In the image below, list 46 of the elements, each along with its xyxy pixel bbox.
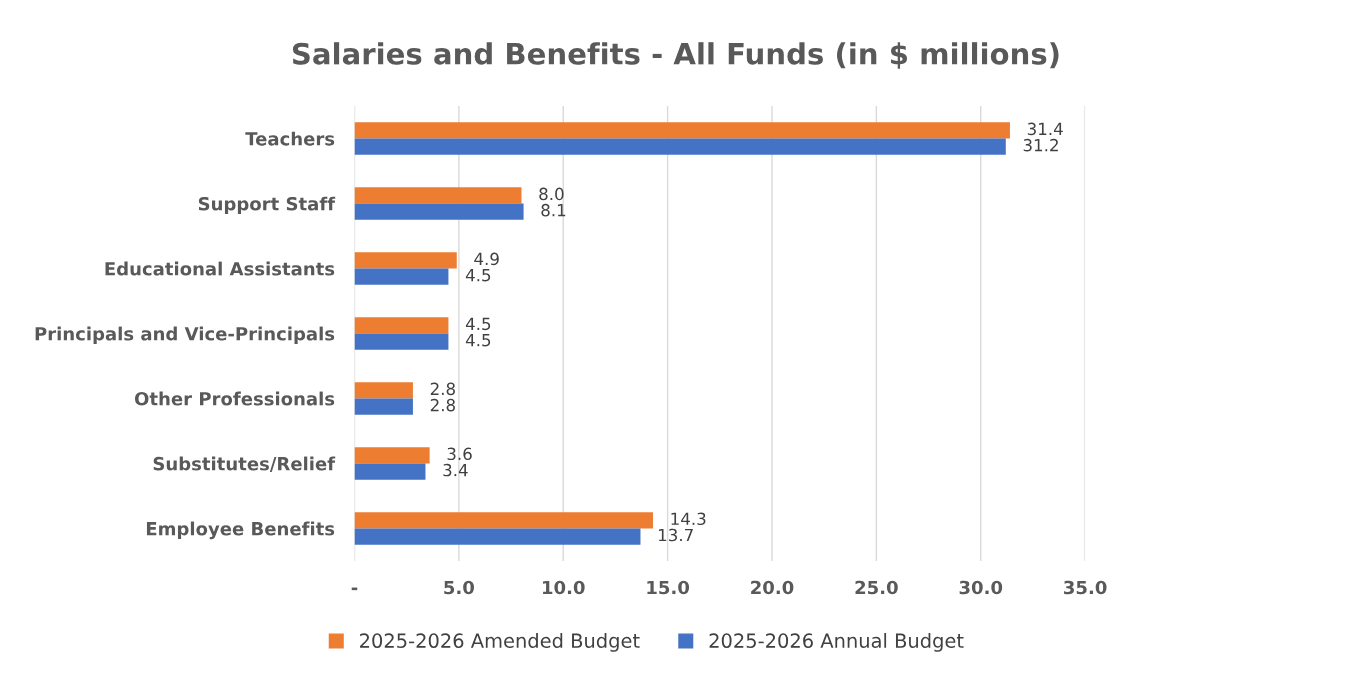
data-label: 4.5 [465, 317, 491, 331]
bar [354, 252, 457, 269]
bar [354, 122, 1010, 139]
x-tick-label: 35.0 [1064, 580, 1107, 595]
chart-title: Salaries and Benefits - All Funds (in $ millions) [292, 42, 1059, 69]
y-tick-label: Support Staff [198, 196, 336, 215]
y-tick-label: Substitutes/Relief [153, 456, 336, 472]
data-label: 2.8 [430, 398, 455, 412]
data-label: 8.0 [539, 187, 564, 201]
bar [354, 317, 449, 334]
x-tick-label: 30.0 [959, 580, 1003, 595]
legend-label: 2025-2026 Amended Budget [360, 632, 640, 652]
y-tick-label: Employee Benefits [146, 521, 335, 540]
x-tick-label: 20.0 [751, 580, 794, 595]
data-label: 14.3 [671, 512, 706, 526]
y-tick-label: Principals and Vice-Principals [35, 326, 335, 345]
bar [354, 512, 653, 529]
bar [354, 268, 449, 285]
data-label: 4.9 [474, 252, 499, 266]
y-tick-label: Other Professionals [134, 391, 335, 406]
bar [354, 528, 641, 545]
data-label: 3.6 [447, 447, 472, 461]
bar [354, 187, 522, 204]
data-label: 4.5 [465, 334, 491, 347]
bar [354, 382, 413, 399]
bar [354, 447, 430, 464]
bar [354, 138, 1006, 155]
x-tick-label: 5.0 [444, 580, 474, 595]
legend-label: 2025-2026 Annual Budget [709, 632, 964, 652]
data-label: 13.7 [658, 528, 693, 542]
y-tick-label: Educational Assistants [105, 261, 335, 276]
x-tick-label: 10.0 [543, 580, 585, 595]
x-tick-label: 15.0 [647, 580, 690, 595]
x-tick-label: - [351, 587, 358, 591]
bar [354, 203, 524, 220]
data-label: 4.5 [465, 269, 491, 282]
data-label: 31.2 [1023, 138, 1058, 152]
data-label: 8.1 [541, 203, 566, 217]
x-tick-label: 25.0 [855, 580, 898, 595]
y-tick-label: Teachers [245, 131, 335, 146]
data-label: 3.4 [443, 463, 468, 477]
data-label: 31.4 [1027, 122, 1063, 136]
bar [354, 398, 413, 415]
data-label: 2.8 [430, 382, 455, 396]
bar [354, 333, 449, 350]
bar [354, 463, 426, 480]
